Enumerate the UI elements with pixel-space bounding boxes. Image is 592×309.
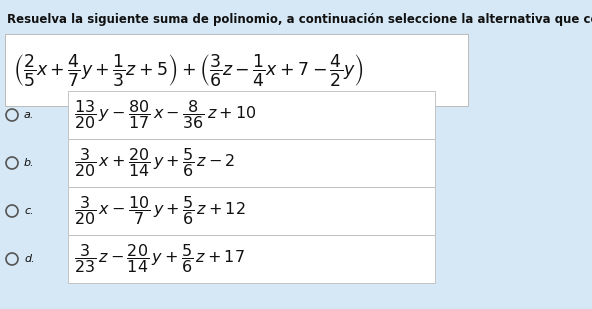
- Text: b.: b.: [24, 158, 34, 168]
- Text: $\dfrac{3}{23}\,z - \dfrac{20}{14}\,y + \dfrac{5}{6}\,z + 17$: $\dfrac{3}{23}\,z - \dfrac{20}{14}\,y + …: [74, 243, 245, 276]
- FancyBboxPatch shape: [68, 91, 435, 139]
- Text: $\left(\dfrac{2}{5}x +\dfrac{4}{7}y +\dfrac{1}{3}z + 5\right) + \left(\dfrac{3}{: $\left(\dfrac{2}{5}x +\dfrac{4}{7}y +\df…: [13, 52, 363, 88]
- FancyBboxPatch shape: [68, 139, 435, 187]
- Circle shape: [6, 253, 18, 265]
- Text: c.: c.: [24, 206, 34, 216]
- Text: $\dfrac{3}{20}\,x - \dfrac{10}{7}\,y + \dfrac{5}{6}\,z + 12$: $\dfrac{3}{20}\,x - \dfrac{10}{7}\,y + \…: [74, 194, 246, 227]
- Circle shape: [6, 109, 18, 121]
- Text: a.: a.: [24, 110, 34, 120]
- FancyBboxPatch shape: [5, 34, 468, 106]
- Circle shape: [6, 157, 18, 169]
- FancyBboxPatch shape: [68, 235, 435, 283]
- Circle shape: [6, 205, 18, 217]
- Text: $\dfrac{13}{20}\,y - \dfrac{80}{17}\,x - \dfrac{8}{36}\,z + 10$: $\dfrac{13}{20}\,y - \dfrac{80}{17}\,x -…: [74, 99, 256, 132]
- Text: Resuelva la siguiente suma de polinomio, a continuación seleccione la alternativ: Resuelva la siguiente suma de polinomio,…: [7, 13, 592, 26]
- Text: d.: d.: [24, 254, 34, 264]
- Text: $\dfrac{3}{20}\,x + \dfrac{20}{14}\,y + \dfrac{5}{6}\,z - 2$: $\dfrac{3}{20}\,x + \dfrac{20}{14}\,y + …: [74, 146, 236, 180]
- FancyBboxPatch shape: [68, 187, 435, 235]
